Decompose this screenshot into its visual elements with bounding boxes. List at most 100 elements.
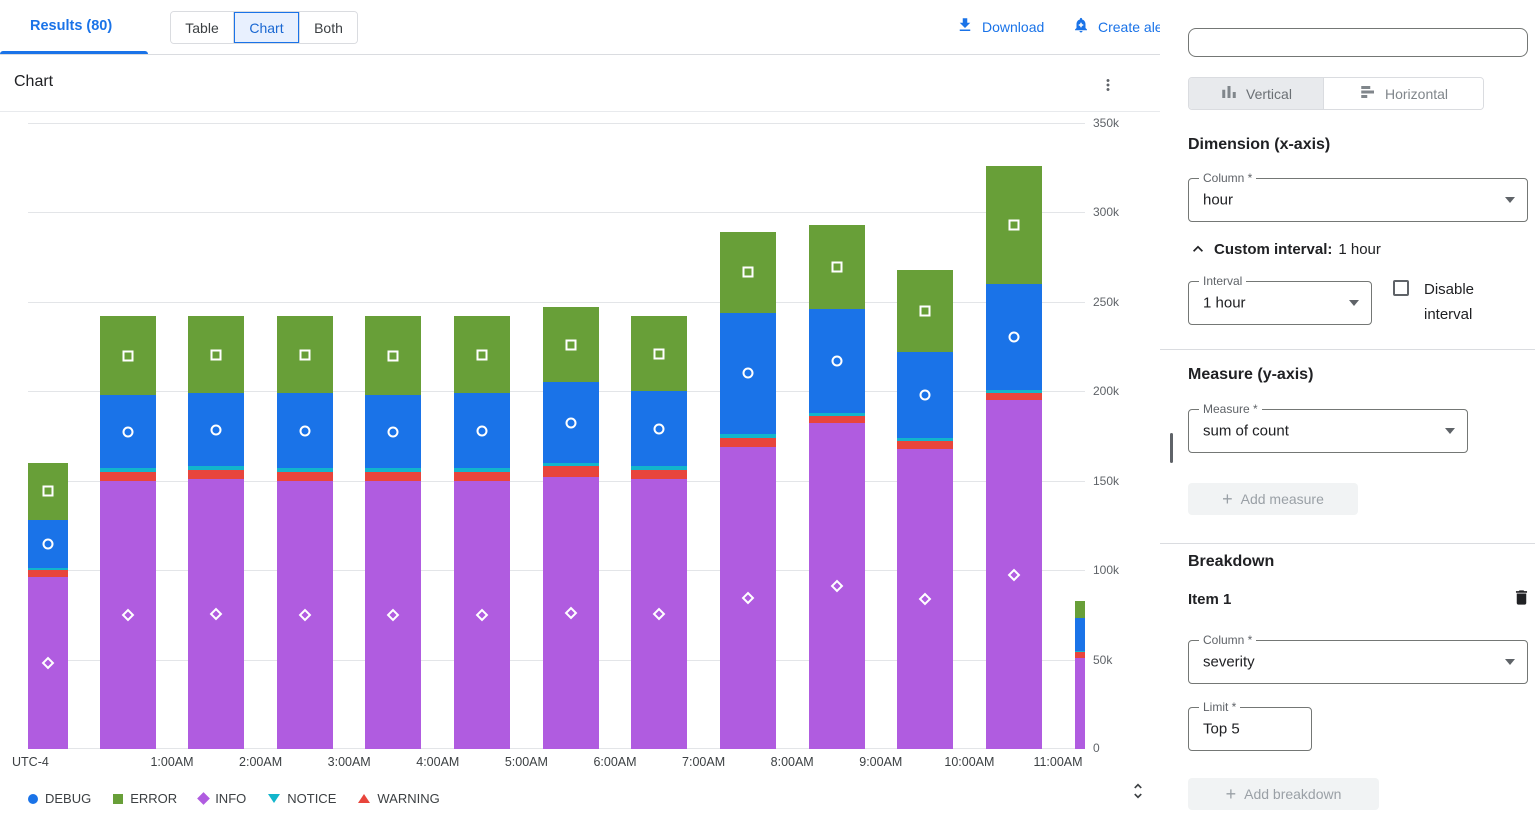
measure-select[interactable]: Measure * sum of count <box>1188 402 1468 453</box>
bar-segment-error[interactable] <box>809 224 865 310</box>
chart-type-field-partial[interactable] <box>1188 28 1528 57</box>
tab-results[interactable]: Results (80) <box>30 18 113 34</box>
delete-breakdown-button[interactable] <box>1510 588 1532 610</box>
legend-item-error[interactable]: ERROR <box>113 791 177 806</box>
bar-segment-error[interactable] <box>543 307 599 383</box>
bar-segment-info[interactable] <box>277 480 333 749</box>
bar-segment-debug[interactable] <box>897 351 953 438</box>
bar-segment-warning[interactable] <box>454 471 510 481</box>
download-button[interactable]: Download <box>956 16 1044 37</box>
bar-segment-warning[interactable] <box>277 471 333 481</box>
bar-segment-notice[interactable] <box>631 466 687 470</box>
bar-segment-info[interactable] <box>986 400 1042 749</box>
marker-square-icon <box>122 350 134 362</box>
bar-segment-notice[interactable] <box>188 466 244 470</box>
bar-segment-info[interactable] <box>720 446 776 749</box>
bar-segment-debug[interactable] <box>986 283 1042 390</box>
add-breakdown-button[interactable]: + Add breakdown <box>1188 778 1379 810</box>
bar-segment-info[interactable] <box>100 480 156 749</box>
add-measure-button[interactable]: + Add measure <box>1188 483 1358 515</box>
bar-segment-warning[interactable] <box>100 471 156 481</box>
bar-segment-debug[interactable] <box>454 393 510 469</box>
bar-segment-warning[interactable] <box>28 570 68 578</box>
breakdown-column-select[interactable]: Column * severity <box>1188 633 1528 684</box>
view-toggle-chart[interactable]: Chart <box>233 12 299 43</box>
view-toggle-both[interactable]: Both <box>299 12 357 43</box>
bar-segment-error[interactable] <box>986 165 1042 284</box>
bar-segment-error[interactable] <box>631 316 687 392</box>
create-alert-button[interactable]: Create alert <box>1072 16 1171 37</box>
marker-diamond-icon <box>1007 568 1021 581</box>
bar-segment-warning[interactable] <box>365 471 421 481</box>
unfold-results-button[interactable] <box>1126 780 1150 804</box>
bar-segment-error[interactable] <box>100 316 156 395</box>
bar-segment-notice[interactable] <box>454 468 510 472</box>
bar-segment-info[interactable] <box>1075 657 1085 749</box>
x-tick-label: UTC-4 <box>12 755 49 769</box>
custom-interval-row: Custom interval: 1 hour <box>1188 239 1381 259</box>
bar-segment-debug[interactable] <box>720 312 776 435</box>
bar-segment-notice[interactable] <box>28 568 68 571</box>
bar-segment-warning[interactable] <box>897 441 953 449</box>
view-toggle-table[interactable]: Table <box>171 12 233 43</box>
bar-segment-warning[interactable] <box>188 470 244 479</box>
bar-segment-info[interactable] <box>809 423 865 749</box>
bar-segment-notice[interactable] <box>809 412 865 417</box>
panel-drag-handle[interactable] <box>1170 433 1173 463</box>
bar-segment-warning[interactable] <box>1075 652 1085 658</box>
disable-interval-label: Disable interval <box>1424 281 1475 323</box>
legend-item-info[interactable]: INFO <box>197 791 246 806</box>
bar-segment-info[interactable] <box>454 480 510 749</box>
bar-segment-debug[interactable] <box>277 393 333 469</box>
bar-segment-error[interactable] <box>188 316 244 394</box>
bar-segment-info[interactable] <box>188 478 244 749</box>
bar-segment-error[interactable] <box>28 462 68 521</box>
orientation-vertical-button[interactable]: Vertical <box>1189 78 1323 109</box>
bar-segment-error[interactable] <box>1075 600 1085 619</box>
bar-segment-error[interactable] <box>897 269 953 352</box>
bar-segment-error[interactable] <box>365 316 421 395</box>
dimension-column-select[interactable]: Column * hour <box>1188 171 1528 222</box>
bar-segment-error[interactable] <box>720 232 776 313</box>
legend-item-notice[interactable]: NOTICE <box>268 791 336 806</box>
bar-segment-info[interactable] <box>365 480 421 749</box>
bar-segment-notice[interactable] <box>720 434 776 438</box>
bar-segment-warning[interactable] <box>986 393 1042 401</box>
bar-segment-debug[interactable] <box>365 394 421 469</box>
bar-segment-info[interactable] <box>631 478 687 749</box>
disable-interval-checkbox[interactable] <box>1393 280 1409 296</box>
bar-segment-info[interactable] <box>897 448 953 749</box>
bar-segment-warning[interactable] <box>809 416 865 424</box>
bar-segment-debug[interactable] <box>188 393 244 467</box>
breakdown-limit-field[interactable]: Limit * Top 5 <box>1188 700 1312 751</box>
bar-segment-debug[interactable] <box>631 391 687 467</box>
marker-diamond-icon <box>918 592 932 606</box>
bar-segment-notice[interactable] <box>100 468 156 472</box>
bar-segment-notice[interactable] <box>277 468 333 472</box>
bar-segment-debug[interactable] <box>100 394 156 469</box>
bar-segment-warning[interactable] <box>720 437 776 447</box>
bar-segment-warning[interactable] <box>631 470 687 479</box>
bar-segment-debug[interactable] <box>809 309 865 413</box>
bar-segment-error[interactable] <box>454 316 510 394</box>
x-tick-label: 1:00AM <box>150 755 194 769</box>
bar-segment-notice[interactable] <box>365 468 421 472</box>
bar-segment-notice[interactable] <box>897 437 953 442</box>
interval-select[interactable]: Interval 1 hour <box>1188 274 1372 325</box>
bar-segment-warning[interactable] <box>543 466 599 478</box>
bar-segment-error[interactable] <box>277 316 333 394</box>
bar-segment-debug[interactable] <box>1075 618 1085 651</box>
legend-item-debug[interactable]: DEBUG <box>28 791 91 806</box>
bar-segment-notice[interactable] <box>986 389 1042 394</box>
chart-options-kebab-button[interactable] <box>1096 73 1120 97</box>
legend-item-warning[interactable]: WARNING <box>358 791 440 806</box>
orientation-horizontal-button[interactable]: Horizontal <box>1323 78 1483 109</box>
bar-segment-notice[interactable] <box>1075 650 1085 653</box>
bar-segment-info[interactable] <box>28 577 68 749</box>
collapse-custom-interval-icon[interactable] <box>1188 239 1208 259</box>
bar-segment-debug[interactable] <box>543 382 599 463</box>
bar-segment-notice[interactable] <box>543 462 599 467</box>
x-tick-label: 4:00AM <box>416 755 460 769</box>
bar-segment-info[interactable] <box>543 477 599 749</box>
bar-segment-debug[interactable] <box>28 520 68 569</box>
